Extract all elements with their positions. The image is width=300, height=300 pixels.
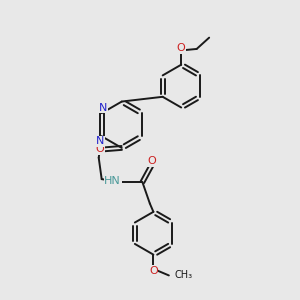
Text: O: O bbox=[95, 144, 104, 154]
Text: HN: HN bbox=[104, 176, 121, 186]
Text: N: N bbox=[99, 103, 107, 113]
Text: O: O bbox=[149, 266, 158, 276]
Text: CH₃: CH₃ bbox=[174, 270, 192, 280]
Text: N: N bbox=[96, 136, 104, 146]
Text: O: O bbox=[177, 44, 186, 53]
Text: O: O bbox=[148, 156, 156, 166]
